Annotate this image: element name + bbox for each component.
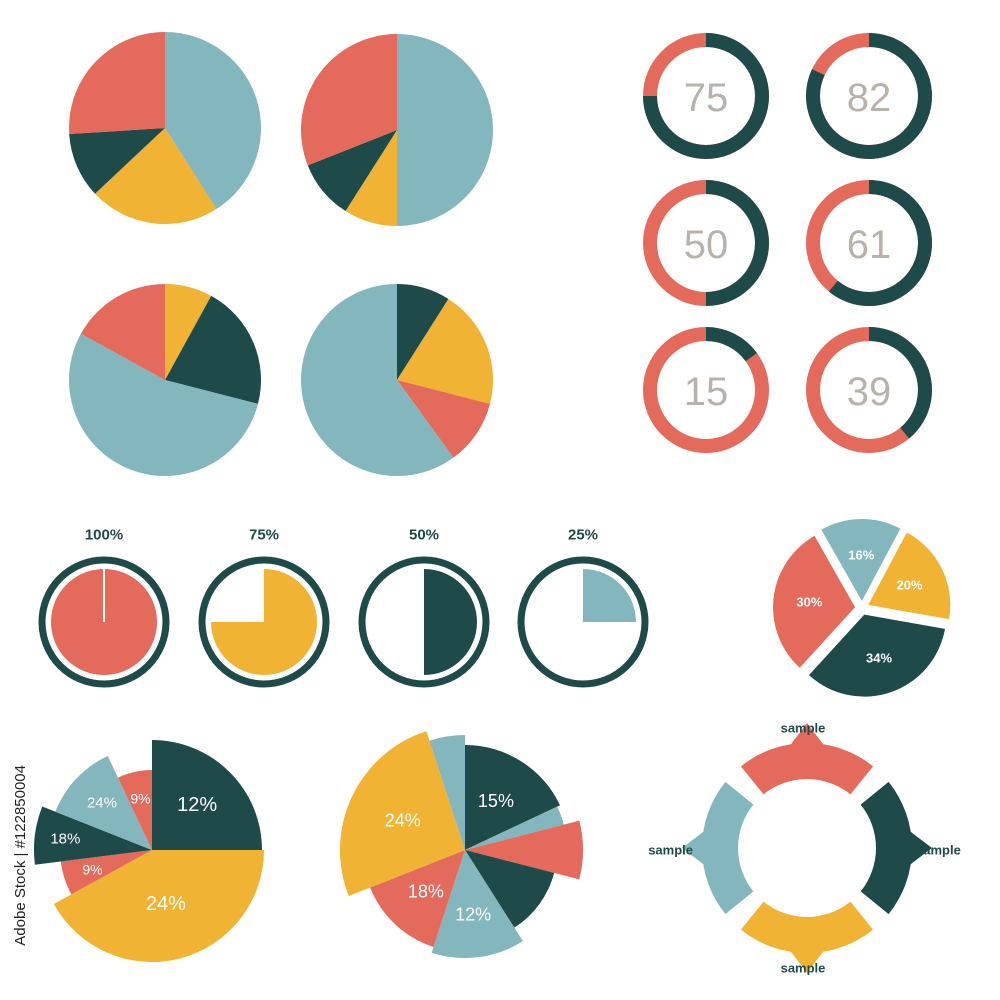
variable-radius-pie-2-slice-7 [340,731,465,897]
gauge-2: 75% [198,527,330,688]
cycle-segment-3 [740,901,874,953]
variable-radius-pie-2-slice-3 [465,820,583,880]
gauge-title: 25% [568,527,598,544]
variable-radius-pie-2-slice-2 [465,806,564,850]
variable-radius-pie-2: 15% 12% 18% 24% [340,731,583,958]
gauge-4: 25% [517,527,649,688]
variable-radius-pie-2-label-6: 18% [408,882,444,902]
variable-radius-pie-1-slice-1 [152,740,262,850]
pie-b-slice-2 [345,130,397,226]
variable-radius-pie-2-label-5: 12% [455,904,491,924]
variable-radius-pie-1-slice-3 [60,850,152,895]
donut-progress [706,180,769,306]
donut-1: 75 [643,33,769,159]
exploded-slice-3 [773,535,856,668]
pie-a-slice-3 [69,128,165,194]
pie-b [301,34,493,226]
pie-d-slice-2 [397,298,493,404]
variable-radius-pie-1-label-5: 24% [87,795,117,812]
variable-radius-pie-1-label-2: 24% [146,893,186,915]
variable-radius-pie-2-label-1: 15% [478,791,514,811]
donut-label: 50 [684,223,729,267]
pie-c-slice-1 [165,284,212,380]
pie-b-slice-3 [307,130,397,212]
pie-d [301,284,493,477]
donut-label: 15 [684,370,729,414]
variable-radius-pie-2-slice-4 [465,850,555,928]
donut-label: 75 [684,76,729,120]
cycle-segment-1 [740,743,874,795]
pie-a-slice-2 [95,128,217,224]
cycle-label-3: sample [781,961,826,976]
variable-radius-pie-2-label-7: 24% [385,811,421,831]
donut-2: 82 [806,33,933,160]
pie-a-slice-4 [69,32,165,135]
variable-radius-pie-1-slice-5 [55,755,152,850]
cycle-label-4: sample [648,843,693,858]
cycle-segment-2 [860,781,912,915]
exploded-slice-label-2: 34% [866,651,892,666]
cycle-arrow-1 [789,723,825,747]
side-watermark-text: Adobe Stock | #122850004 [12,765,29,946]
pie-c [69,284,261,477]
variable-radius-pie-2-slice-1 [465,745,561,850]
gauge-fill [583,569,636,622]
variable-radius-pie-1-slice-6 [117,770,152,850]
cycle-label-2: sample [916,843,961,858]
pie-a-slice-1 [165,32,262,210]
cycle-arrow-3 [789,949,825,973]
donut-label: 39 [847,370,892,414]
gauge-title: 75% [249,527,279,544]
exploded-slice-2 [808,614,946,697]
gauge-fill [211,569,317,675]
gauge-title: 100% [85,527,123,544]
pie-d-slice-3 [397,380,490,458]
variable-radius-pie-2-slice-6 [370,850,465,948]
donut-5: 15 [643,327,769,453]
donut-numbers: 75 82 50 61 15 39 [643,33,933,453]
donut-6: 39 [806,327,933,453]
donut-label: 82 [847,76,892,120]
pie-a [69,32,262,224]
pie-c-slice-4 [80,284,165,380]
cycle-diagram: sample sample sample sample [648,721,961,976]
donut-3: 50 [643,180,769,306]
gauge-title: 50% [409,527,439,544]
donut-progress [869,327,933,439]
pie-c-slice-3 [69,333,258,477]
donut-progress [828,180,932,306]
donut-label: 61 [847,223,892,267]
variable-radius-pie-1: 12%24%9%18%24% 9% [33,740,264,963]
pie-b-slice-1 [397,34,493,226]
variable-radius-pie-1-label-4: 18% [50,831,80,848]
pie-c-slice-2 [165,295,261,404]
exploded-slice-1 [868,532,951,620]
variable-radius-pie-2-slice-5 [431,850,523,958]
percent-gauges: 100% 75% 50% 25% [38,527,649,688]
exploded-slice-label-1: 20% [897,577,923,592]
variable-radius-pie-1-slice-2 [53,850,264,963]
exploded-slice-label-4: 16% [848,548,874,563]
cycle-label-1: sample [781,721,826,736]
pie-b-slice-4 [301,34,397,166]
pie-d-slice-4 [301,284,454,477]
gauge-fill [424,569,477,675]
exploded-slice-4 [821,519,901,602]
gauge-1: 100% [38,527,170,688]
cycle-arrow-2 [908,830,932,866]
gauge-3: 50% [358,527,490,688]
variable-radius-pie-1-slice-4 [33,806,152,865]
variable-radius-pie-1-label-3: 9% [82,861,102,877]
donut-progress [706,327,757,362]
donut-4: 61 [806,180,932,306]
variable-radius-pie-2-slice-8 [429,735,465,850]
exploded-pie: 20% 34% 30% 16% [773,519,951,697]
variable-radius-pie-1-label-6: 9% [130,790,150,806]
pie-d-slice-1 [397,284,449,380]
variable-radius-pie-1-label-1: 12% [177,794,217,816]
cycle-segment-4 [702,781,754,915]
cycle-arrow-4 [682,830,706,866]
exploded-slice-label-3: 30% [796,595,822,610]
